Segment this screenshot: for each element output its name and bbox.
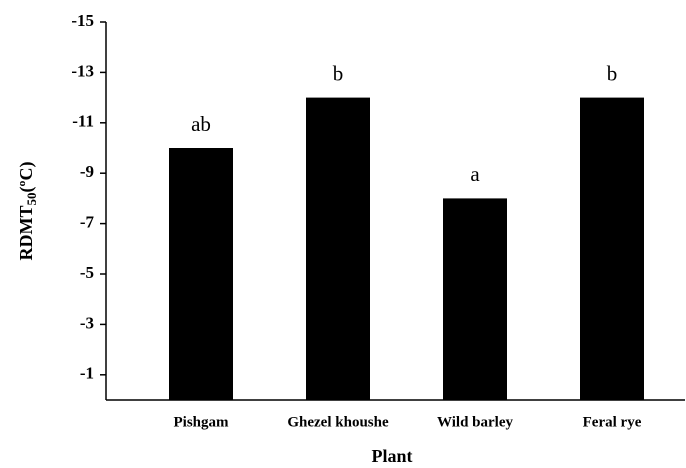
y-label-subscript: 50 <box>24 192 39 205</box>
x-tick-label: Ghezel khoushe <box>287 414 389 430</box>
y-axis-label: RDMT50(ºC) <box>16 162 39 261</box>
bar <box>580 97 644 400</box>
bar <box>443 198 507 400</box>
y-tick-label: -15 <box>71 11 94 30</box>
annotation: a <box>470 162 480 186</box>
annotation: ab <box>191 112 211 136</box>
y-tick-label: -9 <box>80 162 94 181</box>
y-tick-label: -7 <box>80 213 95 232</box>
x-tick-label: Pishgam <box>173 414 229 430</box>
annotation: b <box>333 61 344 85</box>
x-axis-label: Plant <box>371 446 412 466</box>
bar <box>169 148 233 400</box>
annotation: b <box>607 61 618 85</box>
y-tick-label: -13 <box>71 61 94 80</box>
y-label-suffix: (ºC) <box>16 162 37 193</box>
x-tick-label: Wild barley <box>437 414 513 430</box>
y-tick-label: -5 <box>80 263 94 282</box>
y-label-text: RDMT <box>16 205 36 260</box>
y-tick-label: -1 <box>80 364 94 383</box>
y-tick-label: -11 <box>72 112 94 131</box>
y-tick-label: -3 <box>80 313 94 332</box>
bar <box>306 97 370 400</box>
x-tick-label: Feral rye <box>583 414 642 430</box>
